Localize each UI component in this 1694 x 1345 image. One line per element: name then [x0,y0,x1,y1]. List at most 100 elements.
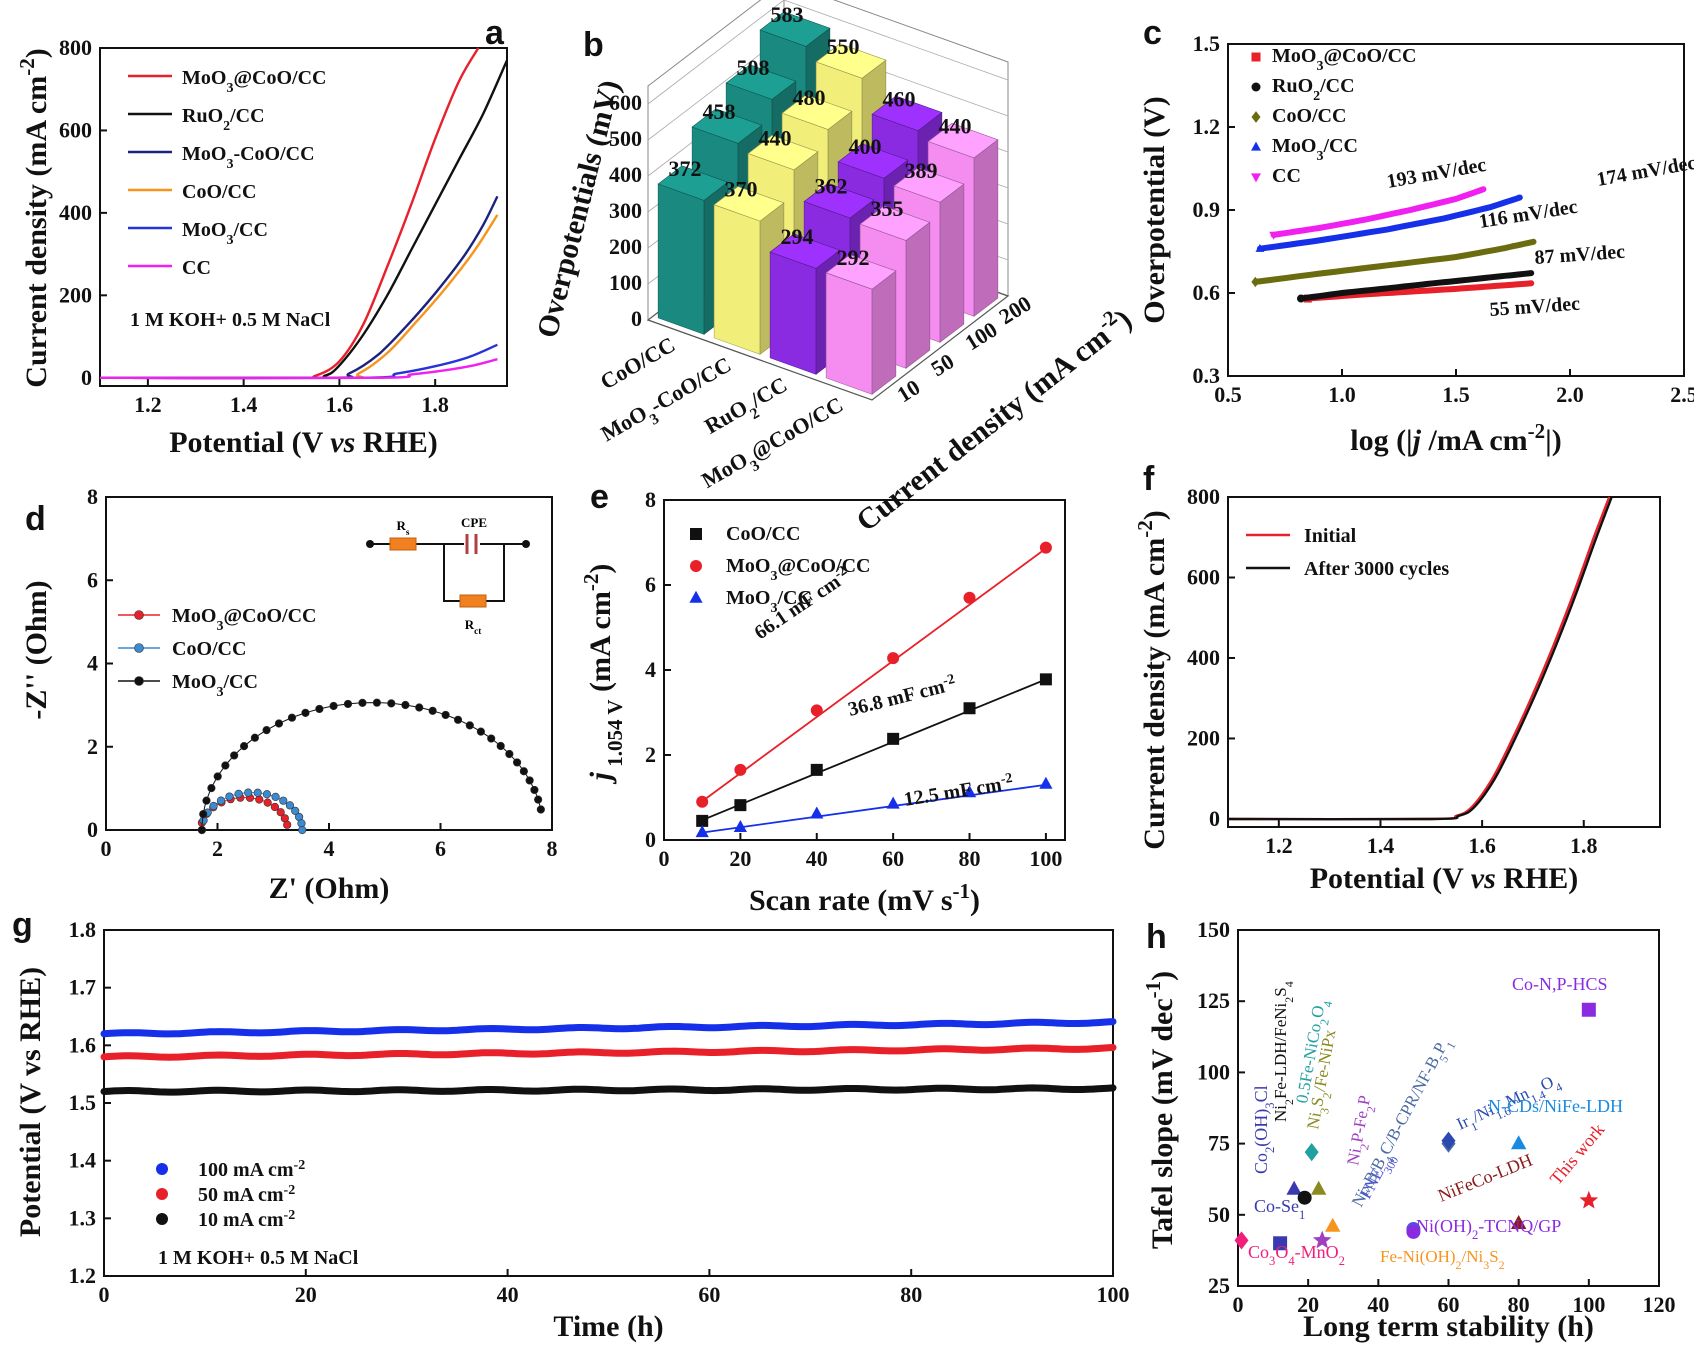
x-tick-label: 1.6 [326,392,354,417]
point-label: Ni2Fe-LDH/FeNi2S4 [1271,981,1296,1122]
data-point [886,796,900,809]
panel-d: 0 2 4 6 802468MoO3@CoO/CCCoO/CCMoO3/CCRsCPER… [20,484,558,905]
point-label: Co2(OH)3Cl [1251,1085,1277,1174]
bar-value-label: 370 [725,177,758,202]
x-tick-label: 1.5 [1442,382,1470,407]
data-point [1441,1131,1456,1150]
y-tick-label: 200 [59,282,92,307]
bar-value-label: 400 [849,134,882,159]
z-tick-label: 200 [609,234,642,259]
data-point [401,700,410,710]
x-tick-label: 100 [1097,1282,1130,1307]
panel-label: d [25,500,46,538]
legend-marker [156,1163,168,1175]
data-point [695,825,709,838]
legend-label: CoO/CC [172,638,246,660]
bar-top [893,167,965,203]
legend-label: Initial [1304,525,1357,547]
plot-frame [99,47,508,387]
y-axis-title: Potential (V vs RHE) [14,967,47,1237]
legend-label: CoO/CC [182,181,256,203]
legend-marker [1251,111,1261,123]
data-point [221,761,230,770]
series-line [99,214,499,380]
point-label: N-CDs/NiFe-LDH [1488,1096,1623,1116]
series-line [1270,186,1487,238]
x-tick-label: 8 [547,836,558,861]
data-point [1039,673,1052,686]
legend-marker [134,643,144,653]
x-tick-label: 2.5 [1670,382,1694,407]
y-tick-label: 75 [1208,1131,1230,1156]
legend-marker [134,676,144,686]
data-point [453,715,463,724]
y-tick-label: 1.2 [69,1263,97,1288]
series-line [100,1084,1117,1096]
series-line [1252,238,1537,285]
legend-label: MoO3@CoO/CC [726,555,870,584]
data-point [234,789,243,799]
terminal-right [522,540,530,548]
slope-label: 174 mV/dec [1595,152,1694,191]
x-tick-label: 40 [806,846,828,871]
data-point [263,798,272,807]
data-point [262,790,272,799]
legend-marker [1251,82,1261,92]
point-label: Co-Se1 [1254,1196,1305,1222]
depth-tick-label: 100 [960,317,1001,356]
series-line [99,343,498,380]
data-point [1579,1190,1599,1209]
data-point [271,792,280,801]
bar-top [725,64,797,100]
y-tick-label: 600 [59,117,92,142]
data-point [1269,231,1278,240]
bar-value-label: 355 [871,196,904,221]
x-tick-label: 100 [1572,1292,1605,1317]
panel-label: h [1146,918,1167,956]
bar-value-label: 550 [827,34,860,59]
point-label: Fe-Ni(OH)2/Ni3S2 [1380,1247,1505,1272]
point-label: Ni(OH)2-TCNQ/GP [1416,1216,1561,1242]
data-point [696,814,709,827]
data-point [887,732,900,745]
data-point [244,788,253,797]
y-tick-label: 1.5 [1193,31,1221,56]
point-label: Co-N,P-HCS [1512,974,1608,994]
data-point [274,719,284,728]
legend-label: MoO3@CoO/CC [182,67,326,96]
bar-value-label: 440 [759,126,792,151]
bar-value-label: 292 [837,245,870,270]
data-point [1255,243,1265,252]
panel-g: 0 20 40 60 80 100 1.2 1.3 1.4 1.5 1.6 1.7 1.8 100 mA … [14,917,1130,1343]
bar-front [825,272,873,395]
y-tick-label: 50 [1208,1202,1230,1227]
resistor-rct [459,594,487,608]
y-tick-label: 0.6 [1193,280,1221,305]
data-point [734,763,747,776]
bar-value-label: 583 [771,2,804,27]
data-point [343,699,353,709]
legend-label: MoO3@CoO/CC [172,605,316,634]
data-point [733,820,747,833]
z-tick-label: 600 [609,90,642,115]
bar-value-label: 362 [815,174,848,199]
x-axis-title: Scan rate (mV s-1) [749,879,980,917]
x-tick-label: 0 [1233,1292,1244,1317]
series-line [1304,280,1535,302]
y-tick-label: 1.3 [69,1205,97,1230]
point-label: This work [1546,1119,1609,1188]
x-axis-title: Z' (Ohm) [269,872,390,905]
x-tick-label: 0 [659,846,670,871]
bar-top [927,122,999,159]
x-tick-label: 20 [729,846,751,871]
data-point [415,703,424,712]
x-tick-label: 80 [959,846,981,871]
x-tick-label: 1.6 [1468,833,1496,858]
x-tick-label: 0.5 [1214,382,1242,407]
z-tick-label: 400 [609,162,642,187]
series-line [1298,270,1535,302]
data-point [487,734,496,743]
data-point [387,699,396,708]
data-point [285,801,294,810]
